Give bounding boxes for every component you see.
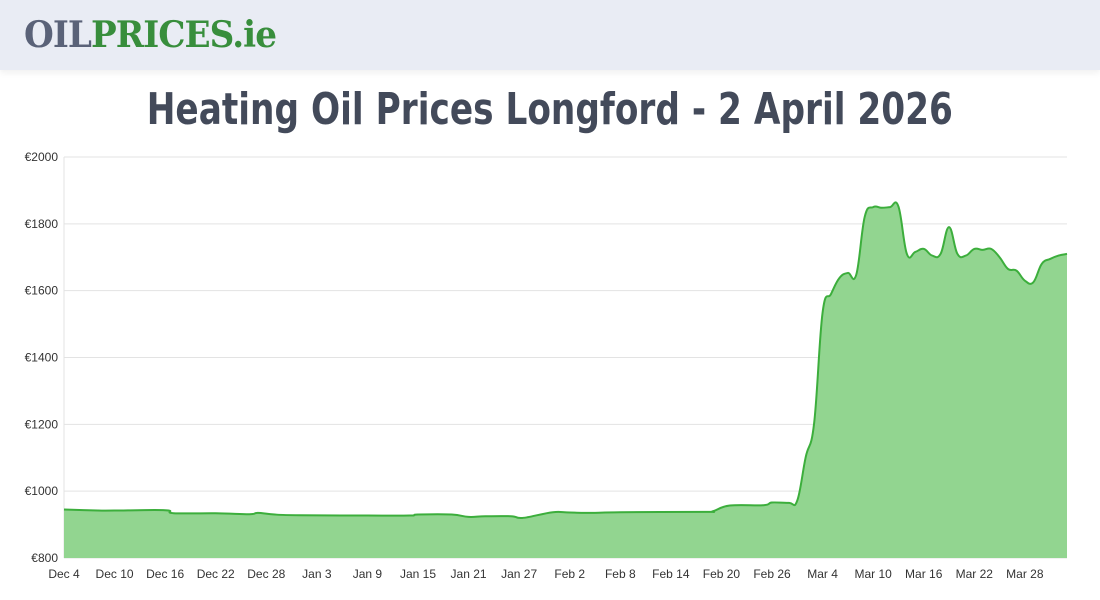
y-tick-label: €2000: [25, 150, 59, 164]
y-tick-label: €1800: [25, 217, 59, 231]
y-tick-label: €1000: [25, 484, 59, 498]
x-tick-label: Dec 28: [247, 567, 285, 581]
x-tick-label: Dec 22: [197, 567, 235, 581]
y-tick-label: €1600: [25, 284, 59, 298]
x-tick-label: Mar 16: [905, 567, 943, 581]
y-tick-label: €1400: [25, 351, 59, 365]
x-tick-label: Mar 4: [807, 567, 838, 581]
price-area: [64, 202, 1067, 558]
x-tick-label: Feb 20: [703, 567, 741, 581]
price-line: [63, 201, 1068, 520]
x-tick-label: Jan 15: [400, 567, 436, 581]
x-tick-label: Mar 22: [956, 567, 994, 581]
x-tick-label: Jan 3: [302, 567, 332, 581]
x-tick-label: Mar 10: [854, 567, 892, 581]
x-tick-label: Mar 28: [1006, 567, 1044, 581]
y-tick-label: €800: [31, 551, 58, 565]
x-tick-label: Dec 4: [48, 567, 80, 581]
x-tick-label: Dec 10: [96, 567, 134, 581]
y-tick-label: €1200: [25, 417, 59, 431]
x-tick-label: Feb 26: [753, 567, 791, 581]
x-tick-label: Jan 21: [451, 567, 487, 581]
x-tick-label: Feb 8: [605, 567, 636, 581]
x-tick-label: Dec 16: [146, 567, 184, 581]
x-tick-label: Feb 14: [652, 567, 690, 581]
site-logo[interactable]: OILPRICES.ie: [24, 14, 277, 56]
x-tick-label: Feb 2: [554, 567, 585, 581]
x-tick-label: Jan 9: [353, 567, 383, 581]
site-header: OILPRICES.ie: [0, 0, 1100, 70]
page-title: Heating Oil Prices Longford - 2 April 20…: [146, 84, 954, 135]
x-tick-label: Jan 27: [501, 567, 537, 581]
